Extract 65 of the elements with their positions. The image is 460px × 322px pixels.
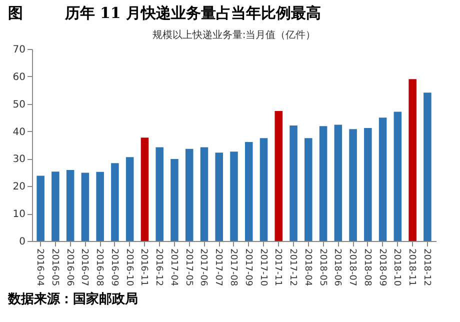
bar [66,170,74,241]
y-tick-label: 0 [19,236,26,248]
bar [96,172,104,241]
x-tick-label: 2018-08 [362,248,372,286]
bar [334,124,342,241]
bar [111,163,119,241]
bar [304,138,312,241]
y-tick-label: 10 [12,209,26,220]
x-tick-label: 2016-06 [64,248,74,286]
x-tick-label: 2017-11 [272,248,283,286]
y-tick-label: 60 [12,72,26,83]
x-tick-label: 2017-05 [183,248,194,286]
bar [424,92,432,241]
x-tick-label: 2016-09 [108,248,119,286]
x-tick-label: 2017-12 [288,248,298,286]
y-tick-label: 50 [12,99,26,110]
x-tick-label: 2018-05 [317,248,328,286]
bar [274,110,283,241]
x-tick-label: 2017-04 [168,248,178,286]
bar [349,129,357,241]
bar [244,142,253,241]
x-tick-label: 2016-11 [138,248,149,286]
y-tick-label: 20 [12,182,26,193]
x-tick-label: 2016-08 [94,248,104,286]
x-tick-label: 2017-09 [242,248,253,286]
y-tick-label: 40 [12,126,26,138]
bar [200,147,208,241]
bar [156,147,164,241]
x-tick-label: 2018-04 [302,248,312,286]
bar [394,112,402,241]
bar [408,79,416,241]
x-tick-label: 2018-10 [392,248,402,286]
bar [36,176,44,241]
x-tick-label: 2017-07 [213,248,224,286]
y-tick-label: 70 [12,44,26,56]
bar [140,138,149,241]
bar [364,128,372,241]
bar [230,152,238,241]
bar [378,118,387,241]
bar [126,157,134,241]
bar [52,172,60,241]
x-tick-label: 2018-06 [332,248,342,286]
x-tick-label: 2016-04 [34,248,45,286]
x-tick-label: 2017-06 [198,248,208,286]
chart-title: 图 历年 11 月快递业务量占当年比例最高 [7,3,322,24]
y-tick-label: 30 [12,154,26,166]
bar [170,158,178,241]
bar [185,148,194,241]
x-tick-label: 2018-11 [406,248,417,286]
x-tick-label: 2017-08 [228,248,238,286]
x-tick-label: 2016-12 [154,248,164,286]
source-note: 数据来源：国家邮政局 [6,290,139,309]
bar [319,126,328,241]
x-tick-label: 2016-10 [124,248,134,286]
bar [260,138,268,241]
bar [290,126,298,241]
x-tick-label: 2016-07 [79,248,90,286]
x-tick-label: 2018-07 [347,248,358,286]
bar [215,152,224,241]
x-tick-label: 2016-05 [49,248,60,286]
bar [81,172,90,241]
x-tick-label: 2017-10 [258,248,268,286]
x-tick-label: 2018-12 [421,248,432,286]
chart-subtitle: 规模以上快递业务量:当月值（亿件） [152,29,316,41]
x-tick-label: 2018-09 [376,248,387,286]
